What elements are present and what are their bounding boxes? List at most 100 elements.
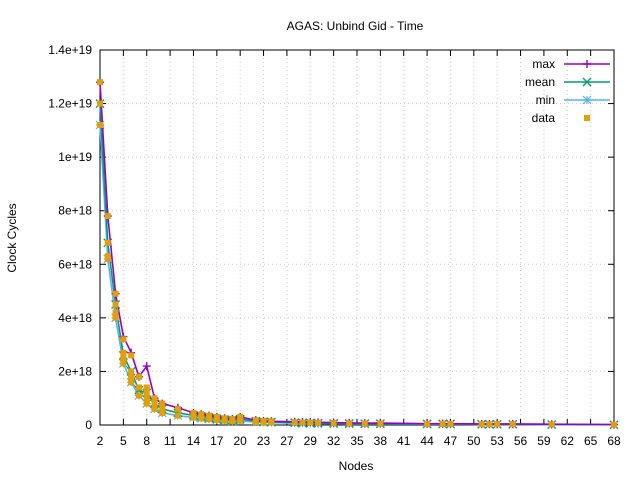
legend: max mean min data: [525, 57, 610, 125]
legend-marker-data: [584, 115, 590, 121]
x-tick-label: 62: [561, 434, 575, 448]
point-data: [229, 418, 236, 425]
y-tick-label: 8e+18: [58, 204, 92, 218]
x-tick-label: 27: [280, 434, 294, 448]
y-tick-label: 0: [85, 418, 92, 432]
point-data: [190, 414, 197, 421]
x-tick-label: 5: [120, 434, 127, 448]
y-tick-label: 4e+18: [58, 311, 92, 325]
point-data: [439, 420, 446, 427]
chart-title: AGAS: Unbind Gid - Time: [287, 19, 424, 33]
axis-ticks: 2 5 8 11 14 17 20 23 27 29 32 35 38 41 44 47 50 53 56 59 62 6…: [48, 43, 621, 448]
point-data: [252, 419, 259, 426]
point-data: [190, 409, 197, 416]
legend-label-data: data: [532, 111, 556, 125]
point-data: [486, 421, 493, 428]
point-data: [112, 301, 119, 308]
point-data: [135, 392, 142, 399]
point-data: [120, 355, 127, 362]
point-data: [104, 239, 111, 246]
legend-marker-mean: [582, 77, 592, 87]
x-tick-label: 56: [514, 434, 528, 448]
point-data: [143, 384, 150, 391]
legend-label-max: max: [532, 57, 555, 71]
x-tick-label: 17: [210, 434, 224, 448]
legend-label-min: min: [536, 93, 555, 107]
point-data: [315, 419, 322, 426]
point-data: [198, 411, 205, 418]
point-data: [424, 420, 431, 427]
point-data: [104, 255, 111, 262]
point-data: [159, 405, 166, 412]
point-data: [478, 421, 485, 428]
legend-marker-min: [582, 95, 592, 105]
x-tick-label: 47: [444, 434, 458, 448]
point-data: [268, 419, 275, 426]
point-data: [548, 421, 555, 428]
point-data: [447, 420, 454, 427]
point-data: [112, 290, 119, 297]
point-data: [206, 416, 213, 423]
x-tick-label: 8: [143, 434, 150, 448]
point-data: [135, 384, 142, 391]
y-tick-label: 2e+18: [58, 364, 92, 378]
x-tick-label: 23: [257, 434, 271, 448]
point-data: [97, 100, 103, 107]
point-data: [237, 417, 244, 424]
y-tick-label: 1.2e+19: [48, 97, 92, 111]
point-data: [174, 412, 181, 419]
x-axis-title: Nodes: [339, 459, 374, 473]
point-data: [151, 395, 158, 402]
point-data: [143, 400, 150, 407]
point-data: [346, 420, 353, 427]
x-tick-label: 35: [350, 434, 364, 448]
x-tick-label: 44: [420, 434, 434, 448]
x-tick-label: 32: [327, 434, 341, 448]
x-tick-label: 14: [187, 434, 201, 448]
point-data: [120, 360, 127, 367]
x-tick-label: 20: [234, 434, 248, 448]
point-data: [97, 122, 103, 128]
point-data: [159, 409, 166, 416]
series-data: [97, 79, 617, 428]
point-data: [143, 389, 150, 396]
point-data: [260, 419, 267, 426]
x-tick-label: 29: [304, 434, 318, 448]
x-tick-label: 2: [97, 434, 104, 448]
x-tick-label: 11: [164, 434, 177, 448]
point-data: [135, 373, 142, 380]
point-data: [377, 420, 384, 427]
point-data: [128, 379, 135, 386]
point-data: [198, 415, 205, 422]
point-data: [206, 412, 213, 419]
point-data: [97, 79, 103, 86]
point-data: [361, 420, 368, 427]
point-data: [330, 420, 337, 427]
x-tick-label: 53: [491, 434, 505, 448]
legend-label-mean: mean: [525, 75, 555, 89]
point-data: [174, 405, 181, 412]
point-data: [128, 373, 135, 380]
point-data: [128, 368, 135, 375]
point-data: [128, 352, 135, 359]
point-data: [494, 421, 501, 428]
point-data: [112, 309, 119, 316]
point-data: [112, 314, 119, 321]
x-tick-label: 65: [584, 434, 598, 448]
point-data: [291, 419, 298, 426]
point-data: [307, 419, 314, 426]
point-data: [159, 400, 166, 407]
y-tick-label: 1.4e+19: [48, 43, 92, 57]
x-tick-label: 59: [537, 434, 551, 448]
point-data: [151, 405, 158, 412]
point-data: [120, 349, 127, 356]
grid: [100, 50, 614, 425]
point-data: [509, 421, 516, 428]
x-tick-label: 41: [397, 434, 411, 448]
y-axis-title: Clock Cycles: [5, 203, 19, 272]
point-data: [221, 417, 228, 424]
point-data: [213, 416, 220, 423]
x-tick-label: 38: [374, 434, 388, 448]
series-line-max: [99, 82, 615, 426]
